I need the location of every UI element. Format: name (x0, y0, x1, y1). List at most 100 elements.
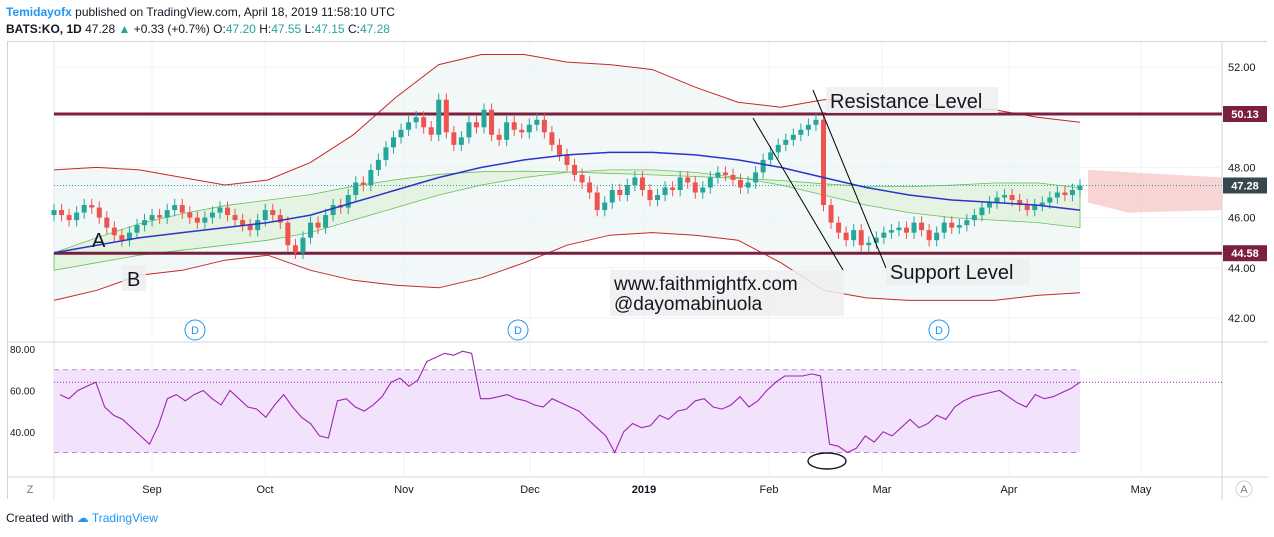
candle-body (428, 127, 434, 135)
time-axis-label: Mar (873, 484, 892, 496)
candle-body (836, 222, 842, 233)
candle-body (692, 182, 698, 193)
dividend-marker-label: D (191, 325, 199, 337)
trendline-down-2[interactable] (812, 89, 887, 269)
candle-body (270, 210, 276, 216)
dividend-marker-icon[interactable] (507, 319, 529, 341)
point-a-label[interactable]: A (92, 230, 106, 252)
resistance-annotation-bg (826, 87, 998, 113)
candle-body (534, 119, 540, 125)
candle-body (1032, 205, 1038, 211)
open-value: 47.20 (225, 22, 256, 36)
candle-body (617, 190, 623, 196)
candle-body (670, 187, 676, 190)
time-axis-label: Dec (520, 484, 540, 496)
tradingview-brand[interactable]: TradingView (91, 511, 158, 525)
candle-body (783, 139, 789, 145)
time-axis-label: Nov (394, 484, 414, 496)
candle-body (677, 177, 683, 190)
candle-body (911, 222, 917, 233)
dividend-marker-label: D (935, 325, 943, 337)
candle-body (1039, 202, 1045, 206)
candle-body (556, 144, 562, 155)
price-axis-label-bg (1223, 177, 1267, 194)
rsi-band-fill (54, 369, 1080, 453)
last-price: 47.28 (85, 22, 116, 36)
candle-body (632, 177, 638, 185)
candle-body (979, 207, 985, 216)
candle-body (81, 205, 87, 213)
candle-body (594, 192, 600, 211)
author-name[interactable]: Temidayofx (6, 5, 72, 19)
change-value: +0.33 (+0.7%) (133, 22, 210, 36)
price-axis-tick: 42.00 (1228, 313, 1256, 325)
rsi-axis-tick: 80.00 (10, 345, 35, 356)
candle-body (89, 205, 95, 208)
candle-body (790, 134, 796, 140)
candle-body (805, 124, 811, 130)
candle-body (851, 230, 857, 241)
candle-body (730, 174, 736, 180)
chart-canvas[interactable]: SepOctNovDec2019FebMarAprMay52.0050.0048… (8, 42, 1268, 500)
candle-body (300, 237, 306, 253)
watermark-line-2[interactable]: @dayomabinuola (614, 294, 763, 315)
candle-body (700, 187, 706, 193)
auto-scale-button-ring[interactable] (1235, 480, 1253, 498)
up-arrow-icon: ▲ (118, 22, 131, 36)
candle-body (602, 202, 608, 211)
candle-body (821, 119, 826, 206)
tradingview-logo-icon[interactable]: ☁ (76, 511, 89, 525)
trendline-down-1[interactable] (752, 117, 844, 271)
candle-body (240, 220, 246, 226)
dividend-marker-icon[interactable] (928, 319, 950, 341)
candle-body (564, 154, 570, 165)
candle-body (549, 132, 555, 145)
candle-body (421, 117, 427, 128)
candle-body (888, 230, 894, 233)
candle-body (1002, 195, 1008, 198)
candle-body (639, 177, 645, 190)
candle-body (1054, 192, 1060, 198)
candle-body (255, 220, 261, 231)
price-axis-label: 44.58 (1231, 248, 1259, 260)
candle-body (813, 119, 819, 125)
open-label: O: (213, 22, 226, 36)
candle-body (353, 182, 359, 196)
candle-body (104, 217, 110, 228)
candle-body (142, 220, 148, 226)
candle-body (1009, 195, 1015, 201)
candle-body (715, 172, 721, 178)
rsi-line (59, 350, 1081, 454)
rsi-axis-tick: 60.00 (10, 386, 35, 397)
candle-body (798, 129, 804, 135)
candle-body (481, 109, 487, 128)
candle-body (134, 225, 140, 233)
footer: Created with ☁ TradingView (6, 511, 158, 525)
low-label: L: (304, 22, 315, 36)
time-axis-label: May (1131, 484, 1152, 496)
candle-body (647, 190, 653, 201)
auto-scale-right-button[interactable]: A (1240, 484, 1248, 496)
rsi-circle-annotation[interactable] (807, 452, 847, 470)
candle-body (458, 137, 464, 145)
watermark-bg (610, 270, 844, 316)
auto-scale-left-button[interactable]: Z (27, 484, 34, 496)
chart-header: Temidayofx published on TradingView.com,… (6, 4, 395, 38)
candle-body (315, 222, 321, 228)
candle-body (896, 227, 902, 231)
point-b-label[interactable]: B (127, 269, 140, 291)
time-axis-label: Sep (142, 484, 162, 496)
chart-frame[interactable]: SepOctNovDec2019FebMarAprMay52.0050.0048… (7, 41, 1268, 500)
candle-body (866, 242, 872, 246)
candle-body (330, 205, 336, 216)
resistance-annotation[interactable]: Resistance Level (830, 91, 982, 113)
support-annotation[interactable]: Support Level (890, 262, 1013, 284)
candle-body (390, 137, 396, 148)
dividend-marker-icon[interactable] (184, 319, 206, 341)
candle-body (707, 177, 713, 188)
candle-body (172, 205, 178, 211)
watermark-line-1[interactable]: www.faithmightfx.com (613, 274, 798, 295)
candle-body (489, 109, 495, 135)
candle-body (745, 182, 751, 188)
candle-body (247, 225, 253, 231)
